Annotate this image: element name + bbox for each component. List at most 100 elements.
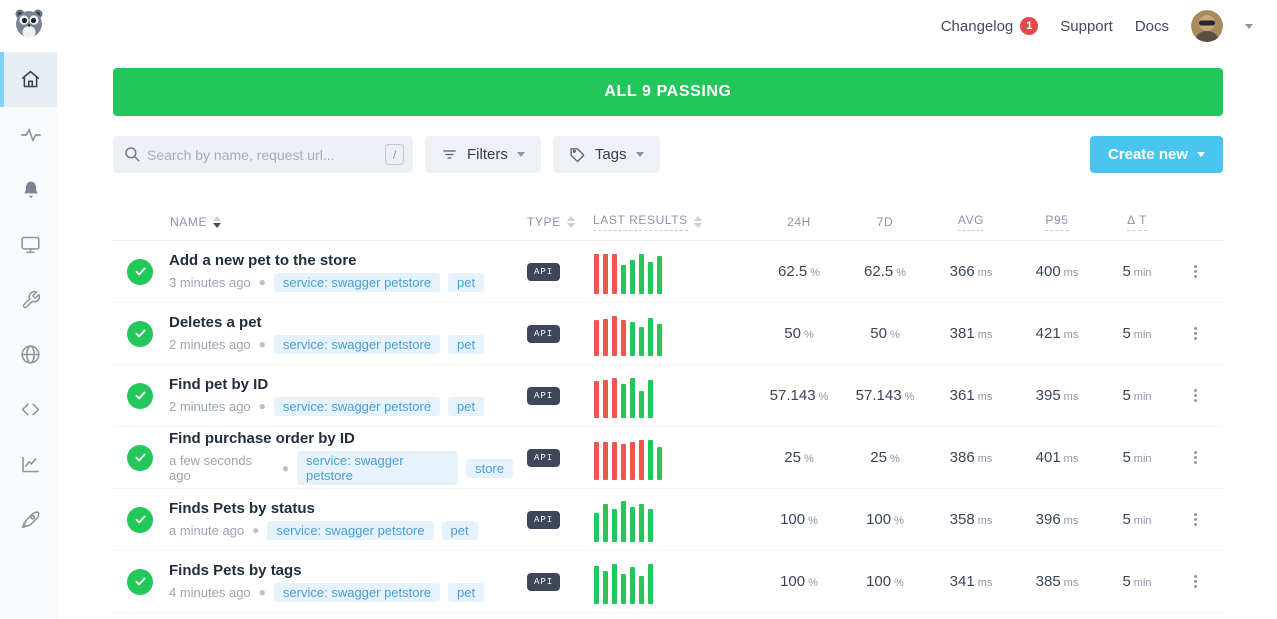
- raccoon-logo-icon: [15, 9, 43, 38]
- check-name[interactable]: Find purchase order by ID: [169, 430, 355, 447]
- check-interval: 5 min: [1122, 263, 1152, 280]
- check-name[interactable]: Find pet by ID: [169, 375, 269, 393]
- result-bar: [648, 379, 653, 418]
- check-name[interactable]: Add a new pet to the store: [169, 251, 357, 269]
- success-7d: 62.5%: [864, 263, 906, 280]
- meta-separator: ●: [258, 585, 266, 599]
- table-row[interactable]: Add a new pet to the store 3 minutes ago…: [113, 241, 1223, 303]
- status-passing-icon: [127, 506, 153, 533]
- check-tag[interactable]: pet: [441, 520, 478, 540]
- table-row[interactable]: Finds Pets by status a minute ago ● serv…: [113, 489, 1223, 551]
- success-7d: 100%: [866, 511, 904, 528]
- avg-response: 386 ms: [949, 449, 993, 466]
- bell-icon: [23, 181, 38, 197]
- check-last-run-time: 4 minutes ago: [169, 584, 251, 600]
- check-tag[interactable]: store: [466, 458, 513, 478]
- sort-name-icon[interactable]: [213, 215, 222, 228]
- header-name[interactable]: NAME: [170, 214, 208, 229]
- check-tag[interactable]: pet: [448, 396, 485, 416]
- table-row[interactable]: Deletes a pet 2 minutes ago ● service: s…: [113, 303, 1223, 365]
- header-avg[interactable]: AVG: [957, 213, 985, 231]
- result-bar: [612, 508, 617, 542]
- success-7d: 100%: [866, 573, 904, 590]
- sidebar-item-alerts[interactable]: [0, 162, 57, 217]
- check-last-run-time: 2 minutes ago: [169, 336, 251, 352]
- header-delta-t[interactable]: Δ T: [1127, 213, 1147, 231]
- last-results-chart[interactable]: [579, 312, 755, 356]
- app-logo[interactable]: [12, 7, 46, 46]
- success-24h: 100%: [780, 511, 818, 528]
- success-24h: 25%: [784, 449, 814, 466]
- activity-icon: [20, 128, 41, 141]
- sidebar-item-quickstart[interactable]: [0, 492, 57, 547]
- nav-changelog[interactable]: Changelog 1: [941, 17, 1039, 35]
- nav-support[interactable]: Support: [1060, 17, 1113, 35]
- last-results-chart[interactable]: [579, 560, 755, 604]
- check-tag[interactable]: service: swagger petstore: [273, 582, 441, 602]
- table-row[interactable]: Find pet by ID 2 minutes ago ● service: …: [113, 365, 1223, 427]
- check-tag[interactable]: pet: [448, 272, 485, 292]
- result-bar: [630, 259, 635, 294]
- check-name[interactable]: Finds Pets by tags: [169, 561, 302, 579]
- result-bar: [621, 319, 626, 356]
- p95-response: 385 ms: [1035, 573, 1079, 590]
- check-type-badge: API: [527, 572, 561, 591]
- sort-last-results-icon[interactable]: [693, 215, 702, 228]
- check-tag[interactable]: service: swagger petstore: [273, 396, 441, 416]
- wrench-icon: [22, 290, 40, 308]
- row-menu-button[interactable]: [1175, 389, 1215, 402]
- row-menu-button[interactable]: [1175, 327, 1215, 340]
- last-results-chart[interactable]: [579, 374, 755, 418]
- sort-type-icon[interactable]: [566, 215, 575, 228]
- last-results-chart[interactable]: [579, 498, 755, 542]
- filters-button[interactable]: Filters: [425, 136, 541, 173]
- tags-button[interactable]: Tags: [552, 136, 660, 173]
- check-name[interactable]: Deletes a pet: [169, 313, 262, 331]
- header-last-results[interactable]: LAST RESULTS: [593, 213, 688, 231]
- header-7d[interactable]: 7D: [876, 214, 894, 229]
- result-bar: [630, 321, 635, 356]
- check-name[interactable]: Finds Pets by status: [169, 499, 315, 517]
- sidebar-item-analytics[interactable]: [0, 437, 57, 492]
- check-tag[interactable]: service: swagger petstore: [267, 520, 434, 540]
- header-type[interactable]: TYPE: [527, 214, 561, 229]
- result-bar: [657, 446, 662, 480]
- success-24h: 50%: [784, 325, 814, 342]
- result-bar: [603, 503, 608, 542]
- check-tag[interactable]: service: swagger petstore: [273, 272, 441, 292]
- account-menu-caret-icon[interactable]: [1245, 23, 1253, 29]
- success-24h: 57.143%: [769, 387, 829, 404]
- nav-docs[interactable]: Docs: [1134, 17, 1169, 35]
- sidebar-item-private-locations[interactable]: [0, 327, 57, 382]
- sidebar-item-snippets[interactable]: [0, 382, 57, 437]
- row-menu-button[interactable]: [1175, 265, 1215, 278]
- result-bar: [594, 319, 599, 356]
- tag-icon: [570, 148, 585, 163]
- search-input[interactable]: [113, 136, 413, 173]
- header-24h[interactable]: 24H: [787, 214, 811, 229]
- check-tag[interactable]: pet: [448, 334, 485, 354]
- table-row[interactable]: Finds Pets by tags 4 minutes ago ● servi…: [113, 551, 1223, 613]
- status-passing-icon: [127, 568, 153, 595]
- p95-response: 421 ms: [1035, 325, 1079, 342]
- header-p95[interactable]: P95: [1045, 213, 1069, 231]
- user-avatar[interactable]: [1191, 10, 1223, 42]
- table-row[interactable]: Find purchase order by ID a few seconds …: [113, 427, 1223, 489]
- sidebar-item-home[interactable]: [0, 52, 57, 107]
- last-results-chart[interactable]: [579, 250, 755, 294]
- sidebar-item-maintenance[interactable]: [0, 272, 57, 327]
- sidebar-item-activity[interactable]: [0, 107, 57, 162]
- create-new-button[interactable]: Create new: [1089, 136, 1223, 173]
- check-tag[interactable]: service: swagger petstore: [273, 334, 441, 354]
- result-bar: [639, 503, 644, 542]
- check-tag[interactable]: pet: [448, 582, 485, 602]
- row-menu-button[interactable]: [1175, 575, 1215, 588]
- last-results-chart[interactable]: [579, 436, 755, 480]
- check-tag[interactable]: service: swagger petstore: [296, 451, 459, 485]
- result-bar: [639, 253, 644, 294]
- result-bar: [621, 264, 626, 294]
- row-menu-button[interactable]: [1175, 451, 1215, 464]
- row-menu-button[interactable]: [1175, 513, 1215, 526]
- sidebar-item-dashboards[interactable]: [0, 217, 57, 272]
- monitor-icon: [21, 236, 40, 254]
